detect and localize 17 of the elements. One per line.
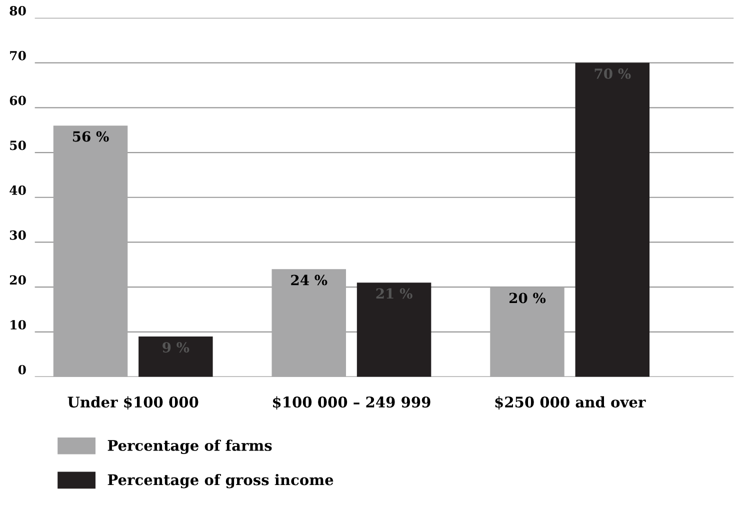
- data-label: 24 %: [291, 274, 328, 286]
- y-tick-label: 60: [10, 96, 26, 106]
- y-tick-label: 0: [18, 364, 26, 374]
- legend-label: Percentage of gross income: [108, 474, 334, 488]
- y-tick-label: 70: [10, 50, 26, 60]
- y-tick-label: 20: [10, 275, 26, 285]
- legend-label: Percentage of farms: [108, 440, 272, 454]
- data-label: 20 %: [509, 292, 546, 304]
- data-label: 56 %: [72, 131, 109, 142]
- y-tick-label: 80: [10, 6, 26, 16]
- y-tick-label: 10: [10, 320, 26, 330]
- y-tick-label: 50: [10, 140, 26, 150]
- x-tick-label: $250 000 and over: [495, 396, 646, 410]
- x-tick-label: $100 000 – 249 999: [272, 396, 430, 410]
- y-tick-label: 30: [10, 230, 26, 240]
- y-tick-label: 40: [10, 186, 26, 195]
- x-tick-label: Under $100 000: [68, 396, 198, 410]
